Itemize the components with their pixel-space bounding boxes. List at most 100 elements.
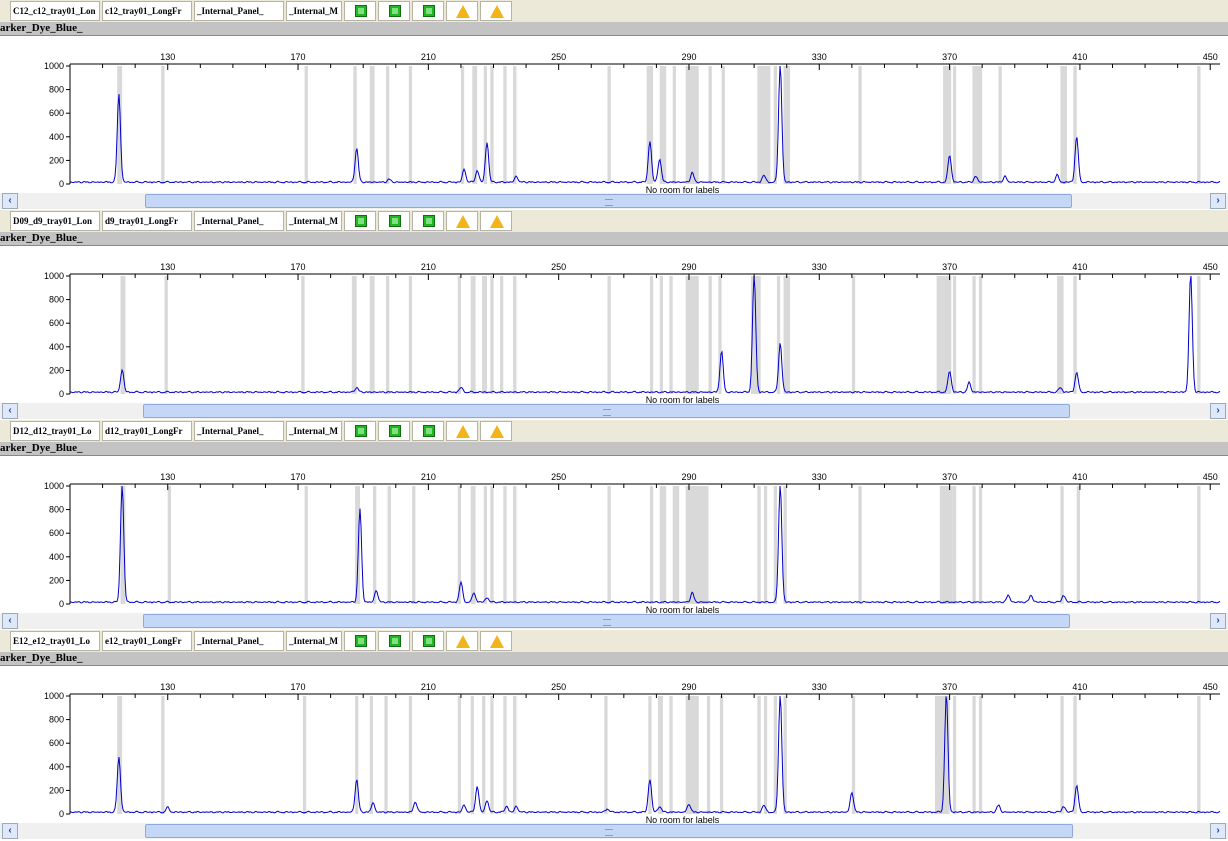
allele-bin (408, 66, 413, 184)
scroll-right-button[interactable]: › (1210, 193, 1226, 209)
scrollbar-thumb[interactable] (145, 824, 1073, 838)
scrollbar-thumb[interactable] (145, 194, 1072, 208)
y-tick-label: 600 (49, 738, 64, 748)
allele-bin (783, 696, 787, 814)
y-tick-label: 1000 (44, 691, 64, 701)
status-cell[interactable] (378, 421, 410, 441)
status-cell[interactable] (480, 211, 512, 231)
scrollbar-thumb[interactable] (143, 404, 1070, 418)
sample-panel: E12_e12_tray01_Lo e12_tray01_LongFr _Inter… (0, 630, 1228, 840)
y-tick-label: 400 (49, 132, 64, 142)
status-cell[interactable] (344, 1, 376, 21)
status-cell[interactable] (378, 211, 410, 231)
scroll-left-button[interactable]: ‹ (2, 823, 18, 839)
x-tick-label: 130 (160, 52, 175, 62)
status-cell[interactable] (412, 421, 444, 441)
allele-bin (164, 276, 168, 394)
allele-bin (483, 66, 487, 184)
status-cell[interactable] (446, 211, 478, 231)
allele-bin (457, 696, 461, 814)
allele-bin (851, 696, 856, 814)
x-tick-label: 330 (812, 52, 827, 62)
allele-bin (386, 276, 390, 394)
allele-bin (503, 696, 507, 814)
status-cell[interactable] (480, 421, 512, 441)
scroll-left-button[interactable]: ‹ (2, 613, 18, 629)
status-cell[interactable] (446, 421, 478, 441)
status-cell[interactable] (446, 1, 478, 21)
x-tick-label: 290 (681, 262, 696, 272)
status-ok-icon (389, 635, 401, 647)
header-cell[interactable]: d12_tray01_LongFr (102, 421, 192, 441)
y-tick-label: 800 (49, 715, 64, 725)
y-tick-label: 600 (49, 528, 64, 538)
y-tick-label: 800 (49, 295, 64, 305)
allele-bin (658, 696, 663, 814)
header-cell[interactable]: D12_d12_tray01_Lo (10, 421, 100, 441)
allele-bin (1076, 486, 1080, 604)
allele-bin (685, 486, 709, 604)
allele-bin (763, 696, 768, 814)
header-cell[interactable]: _Internal_M (286, 1, 342, 21)
warning-icon (490, 5, 504, 18)
scroll-left-button[interactable]: ‹ (2, 193, 18, 209)
allele-bin (659, 66, 667, 184)
status-cell[interactable] (412, 211, 444, 231)
scrollbar-thumb[interactable] (143, 614, 1070, 628)
allele-bin (952, 66, 957, 184)
y-tick-label: 200 (49, 155, 64, 165)
x-tick-label: 210 (421, 682, 436, 692)
warning-icon (456, 635, 470, 648)
allele-bin (1057, 276, 1064, 394)
scroll-right-button[interactable]: › (1210, 823, 1226, 839)
x-tick-label: 170 (291, 262, 306, 272)
allele-bin (783, 66, 790, 184)
status-cell[interactable] (480, 631, 512, 651)
scroll-left-button[interactable]: ‹ (2, 403, 18, 419)
allele-bin (972, 696, 976, 814)
allele-bin (1060, 66, 1067, 184)
status-cell[interactable] (344, 631, 376, 651)
horizontal-scrollbar[interactable]: ‹ › (0, 193, 1228, 209)
y-tick-label: 400 (49, 552, 64, 562)
header-cell[interactable]: _Internal_Panel_ (194, 631, 284, 651)
x-tick-label: 170 (291, 682, 306, 692)
header-cell[interactable]: _Internal_M (286, 211, 342, 231)
header-cell[interactable]: C12_c12_tray01_Lon (10, 1, 100, 21)
status-cell[interactable] (344, 421, 376, 441)
header-cell[interactable]: _Internal_M (286, 421, 342, 441)
warning-icon (490, 215, 504, 228)
header-cell[interactable]: E12_e12_tray01_Lo (10, 631, 100, 651)
status-cell[interactable] (446, 631, 478, 651)
electropherogram-plot: 0 200 400 600 800 1000 130 170 210 250 290 330 370 41… (44, 52, 1221, 193)
allele-bin (369, 276, 375, 394)
status-cell[interactable] (344, 211, 376, 231)
allele-bin (706, 696, 711, 814)
status-cell[interactable] (412, 631, 444, 651)
header-cell[interactable]: e12_tray01_LongFr (102, 631, 192, 651)
allele-bin (1060, 486, 1064, 604)
status-cell[interactable] (378, 1, 410, 21)
scroll-right-button[interactable]: › (1210, 403, 1226, 419)
header-cell[interactable]: _Internal_M (286, 631, 342, 651)
x-tick-label: 250 (551, 472, 566, 482)
allele-bin (460, 66, 465, 184)
allele-bin (646, 66, 654, 184)
horizontal-scrollbar[interactable]: ‹ › (0, 613, 1228, 629)
status-cell[interactable] (378, 631, 410, 651)
status-cell[interactable] (412, 1, 444, 21)
header-cell[interactable]: _Internal_Panel_ (194, 1, 284, 21)
header-cell[interactable]: _Internal_Panel_ (194, 211, 284, 231)
header-cell[interactable]: D09_d9_tray01_Lon (10, 211, 100, 231)
horizontal-scrollbar[interactable]: ‹ › (0, 823, 1228, 839)
allele-bin (721, 66, 725, 184)
status-cell[interactable] (480, 1, 512, 21)
header-cell[interactable]: c12_tray01_LongFr (102, 1, 192, 21)
x-tick-label: 210 (421, 472, 436, 482)
allele-bin (384, 696, 388, 814)
scroll-right-button[interactable]: › (1210, 613, 1226, 629)
horizontal-scrollbar[interactable]: ‹ › (0, 403, 1228, 419)
allele-bin (718, 276, 722, 394)
header-cell[interactable]: d9_tray01_LongFr (102, 211, 192, 231)
header-cell[interactable]: _Internal_Panel_ (194, 421, 284, 441)
